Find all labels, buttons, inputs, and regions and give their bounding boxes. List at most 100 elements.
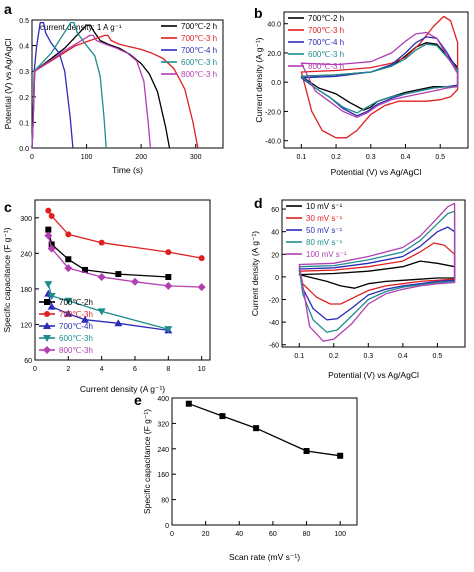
panel-d-series-line — [298, 242, 456, 305]
panel-b-series-line — [300, 36, 459, 117]
panel-c-ytick-label: 240 — [20, 251, 32, 258]
panel-c-data-point — [45, 226, 52, 233]
panel-b-legend-label: 700℃-4 h — [308, 38, 344, 47]
panel-e-ytick-label: 240 — [157, 447, 169, 454]
panel-c-data-point — [44, 231, 53, 240]
panel-c-data-point — [98, 239, 105, 246]
panel-d-series-line — [298, 260, 456, 289]
panel-a-annotation: current density: 1 A g⁻¹ — [40, 23, 122, 32]
panel-e-ytick-label: 80 — [161, 498, 169, 505]
panel-c-data-point — [65, 231, 72, 238]
panel-d-ytick-label: -40 — [269, 320, 279, 327]
panel-c-frame — [34, 199, 211, 361]
panel-a-ytick-label: 0.4 — [19, 44, 29, 51]
panel-c-data-point — [97, 308, 106, 316]
panel-c-data-point — [165, 249, 172, 256]
panel-e-xtick-label: 0 — [170, 531, 174, 538]
panel-a-ytick-label: 0.1 — [19, 120, 29, 127]
panel-d-series-line — [298, 210, 456, 333]
panel-c-data-point — [164, 281, 173, 290]
panel-b-legend-label: 600℃-3 h — [308, 50, 344, 59]
panel-e-xtick-label: 80 — [303, 531, 311, 538]
panel-d-xlabel: Potential (V) vs Ag/AgCl — [328, 370, 419, 380]
panel-c-ytick-label: 120 — [20, 322, 32, 329]
panel-b-xtick-label: 0.2 — [331, 154, 341, 161]
panel-d-ytick-label: 0 — [275, 275, 279, 282]
panel-d-legend-label: 30 mV s⁻¹ — [306, 214, 343, 223]
panel-a-xlabel: Time (s) — [112, 165, 143, 175]
panel-b-series-line — [300, 15, 459, 139]
panel-c-xtick-label: 4 — [100, 366, 104, 373]
panel-c-legend-marker — [43, 346, 51, 354]
panel-a-series-line — [31, 34, 152, 149]
panel-e-data-point — [337, 452, 344, 459]
panel-e-data-point — [185, 400, 192, 407]
panel-c-ytick-label: 300 — [20, 216, 32, 223]
panel-e-xlabel: Scan rate (mV s⁻¹) — [229, 552, 300, 562]
panel-e-frame — [171, 397, 358, 526]
panel-c-xtick-label: 2 — [66, 366, 70, 373]
panel-c-xlabel: Current density (A g⁻¹) — [80, 384, 165, 394]
panel-c-data-point — [81, 315, 89, 323]
panel-c-data-point — [97, 273, 106, 282]
panel-c-data-point — [47, 244, 56, 253]
panel-d-ylabel: Current density (A g⁻¹) — [250, 231, 260, 316]
panel-b-tag: b — [254, 5, 263, 21]
panel-a-frame — [31, 19, 224, 149]
panel-c-tag: c — [4, 199, 12, 215]
panel-b-legend-label: 700℃-2 h — [308, 14, 344, 23]
panel-b-ytick-label: 0.0 — [271, 80, 281, 87]
panel-e-ylabel: Specific capacitance (F g⁻¹) — [142, 409, 152, 514]
panel-a-legend-label: 800℃-3 h — [181, 70, 217, 79]
panel-a-xtick-label: 200 — [135, 154, 147, 161]
panel-d-legend-label: 80 mV s⁻¹ — [306, 238, 343, 247]
panel-c-legend-marker — [44, 299, 50, 305]
panel-c-data-point — [197, 283, 206, 292]
panel-a-ytick-label: 0.0 — [19, 146, 29, 153]
panel-e-ytick-label: 400 — [157, 396, 169, 403]
panel-b-series-line — [300, 31, 459, 118]
panel-c-legend-marker — [43, 322, 51, 329]
panel-c-xtick-label: 10 — [198, 366, 206, 373]
panel-d-xtick-label: 0.3 — [363, 353, 373, 360]
panel-b-xtick-label: 0.5 — [435, 154, 445, 161]
panel-b-legend-label: 700℃-3 h — [308, 26, 344, 35]
panel-d-xtick-label: 0.4 — [398, 353, 408, 360]
panel-c-data-point — [47, 302, 56, 310]
panel-d-ytick-label: 20 — [271, 252, 279, 259]
panel-a-ytick-label: 0.2 — [19, 95, 29, 102]
panel-c-xtick-label: 0 — [33, 366, 37, 373]
panel-a-ytick-label: 0.3 — [19, 69, 29, 76]
panel-e-data-point — [219, 413, 226, 420]
panel-d-ytick-label: 60 — [271, 207, 279, 214]
panel-c-legend-label: 700℃-3h — [59, 310, 93, 319]
panel-d-series-line — [298, 226, 456, 321]
panel-d-legend-label: 50 mV s⁻¹ — [306, 226, 343, 235]
panel-a-legend-label: 600℃-3 h — [181, 58, 217, 67]
panel-e-xtick-label: 60 — [269, 531, 277, 538]
panel-d-ytick-label: -20 — [269, 298, 279, 305]
panel-b-frame — [283, 11, 469, 149]
panel-d-series-line — [298, 202, 456, 342]
panel-c-data-point — [82, 266, 88, 273]
panel-d-xtick-label: 0.2 — [329, 353, 339, 360]
panel-c-data-point — [48, 213, 55, 219]
panel-a-legend-label: 700℃-2 h — [181, 22, 217, 31]
panel-e-xtick-label: 100 — [334, 531, 346, 538]
panel-a-legend-label: 700℃-4 h — [181, 46, 217, 55]
panel-a-ytick-label: 0.5 — [19, 18, 29, 25]
panel-b-ytick-label: 40.0 — [267, 22, 281, 29]
panel-c-xtick-label: 6 — [133, 366, 137, 373]
panel-b-ytick-label: 20.0 — [267, 51, 281, 58]
panel-d-tag: d — [254, 195, 263, 211]
panel-c-ytick-label: 180 — [20, 287, 32, 294]
panel-c-data-point — [131, 277, 139, 286]
panel-d-ytick-label: -60 — [269, 343, 279, 350]
panel-a-xtick-label: 100 — [81, 154, 93, 161]
panel-b-ylabel: Current density (A g⁻¹) — [254, 37, 264, 122]
panel-d-frame — [281, 199, 466, 348]
panel-e-tag: e — [134, 392, 142, 408]
panel-c-legend-label: 800℃-3h — [59, 346, 93, 355]
panel-b-ytick-label: -20.0 — [265, 109, 281, 116]
panel-c-legend-label: 700℃-2h — [59, 298, 93, 307]
